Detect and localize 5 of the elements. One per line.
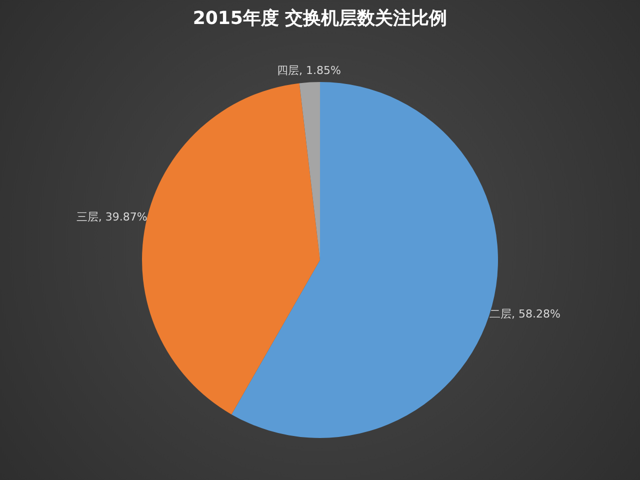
slice-label: 二层, 58.28% [490,308,560,321]
chart-title: 2015年度 交换机层数关注比例 [192,8,448,29]
slice-label: 三层, 39.87% [76,210,148,224]
pie-slice [299,82,320,260]
slice-label: 四层, 1.85% [277,64,341,77]
